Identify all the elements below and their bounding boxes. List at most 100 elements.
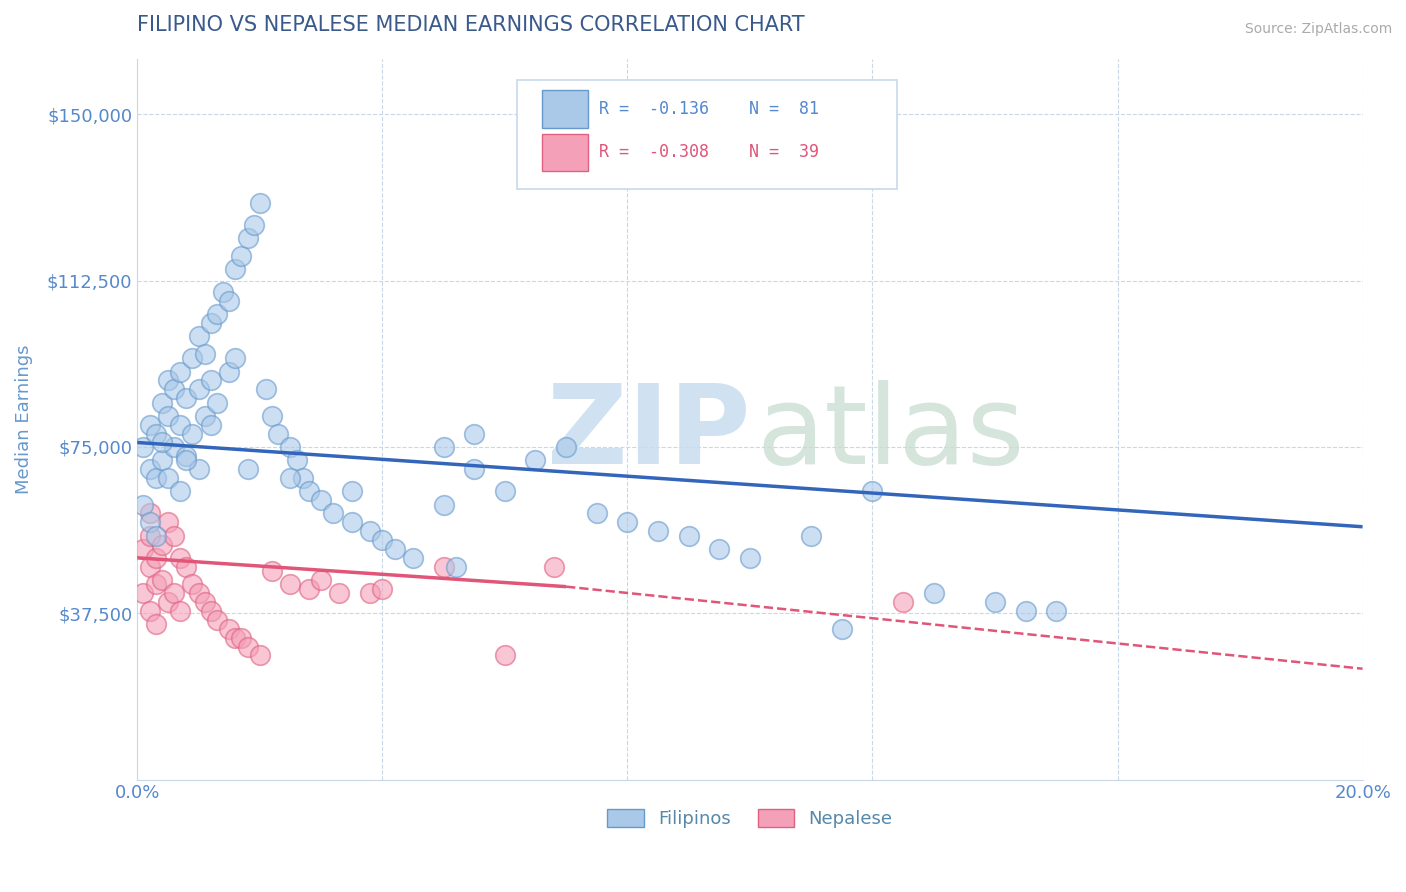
Point xyxy=(322,507,344,521)
Point xyxy=(163,586,186,600)
Point xyxy=(169,484,191,499)
Point xyxy=(181,351,204,366)
Point xyxy=(249,196,271,211)
Point xyxy=(922,586,945,600)
Point xyxy=(132,541,155,556)
Point xyxy=(371,533,394,547)
FancyBboxPatch shape xyxy=(517,80,897,188)
Point xyxy=(309,573,332,587)
Point xyxy=(194,595,217,609)
Point xyxy=(218,622,240,636)
Bar xyxy=(541,90,588,128)
Point xyxy=(138,559,160,574)
Point xyxy=(328,586,350,600)
Point xyxy=(174,391,197,405)
Point xyxy=(298,484,321,499)
Point xyxy=(236,462,259,476)
Point xyxy=(444,559,467,574)
Point xyxy=(616,516,638,530)
Point xyxy=(494,484,516,499)
Point xyxy=(181,426,204,441)
Point xyxy=(163,528,186,542)
Point xyxy=(242,218,264,232)
Point xyxy=(709,541,731,556)
Point xyxy=(340,484,363,499)
Point xyxy=(249,648,271,663)
Point xyxy=(145,471,167,485)
Point xyxy=(236,640,259,654)
Point xyxy=(224,631,246,645)
Point xyxy=(200,417,222,432)
Point xyxy=(194,409,217,423)
Point xyxy=(309,493,332,508)
Point xyxy=(555,440,578,454)
Point xyxy=(156,471,179,485)
Point xyxy=(150,395,173,409)
Text: Source: ZipAtlas.com: Source: ZipAtlas.com xyxy=(1244,22,1392,37)
Point xyxy=(138,417,160,432)
Point xyxy=(132,440,155,454)
Text: FILIPINO VS NEPALESE MEDIAN EARNINGS CORRELATION CHART: FILIPINO VS NEPALESE MEDIAN EARNINGS COR… xyxy=(138,15,804,35)
Point xyxy=(280,440,302,454)
Text: atlas: atlas xyxy=(756,380,1025,487)
Point xyxy=(260,564,283,578)
Point xyxy=(260,409,283,423)
Point xyxy=(194,347,217,361)
Point xyxy=(236,231,259,245)
Point xyxy=(359,524,381,539)
Point xyxy=(174,453,197,467)
Point xyxy=(187,462,209,476)
Point xyxy=(145,617,167,632)
Point xyxy=(200,373,222,387)
Point xyxy=(432,440,454,454)
Point xyxy=(384,541,406,556)
Point xyxy=(647,524,669,539)
Text: R =  -0.308    N =  39: R = -0.308 N = 39 xyxy=(599,144,820,161)
Point xyxy=(205,613,228,627)
Point xyxy=(800,528,823,542)
Point xyxy=(163,382,186,396)
Text: ZIP: ZIP xyxy=(547,380,749,487)
Point xyxy=(224,262,246,277)
Point xyxy=(267,426,290,441)
Point xyxy=(169,550,191,565)
Point xyxy=(138,528,160,542)
Point xyxy=(205,395,228,409)
Point xyxy=(891,595,914,609)
Point xyxy=(402,550,425,565)
Point xyxy=(224,351,246,366)
Point xyxy=(187,329,209,343)
Point xyxy=(145,577,167,591)
Point xyxy=(280,577,302,591)
Point xyxy=(169,417,191,432)
Point xyxy=(432,559,454,574)
Point xyxy=(181,577,204,591)
Point xyxy=(231,631,253,645)
Point xyxy=(984,595,1007,609)
Point xyxy=(205,307,228,321)
Point xyxy=(1045,604,1067,618)
Point xyxy=(138,604,160,618)
Point xyxy=(156,409,179,423)
Point xyxy=(132,586,155,600)
Point xyxy=(150,435,173,450)
Point xyxy=(145,528,167,542)
Point xyxy=(187,586,209,600)
Point xyxy=(169,364,191,378)
Point xyxy=(150,453,173,467)
Point xyxy=(132,498,155,512)
Point xyxy=(156,516,179,530)
Point xyxy=(156,595,179,609)
Point xyxy=(138,462,160,476)
Point xyxy=(678,528,700,542)
Point xyxy=(371,582,394,596)
Point xyxy=(543,559,565,574)
Point xyxy=(831,622,853,636)
Point xyxy=(150,573,173,587)
Legend: Filipinos, Nepalese: Filipinos, Nepalese xyxy=(600,802,900,836)
Point xyxy=(138,516,160,530)
Point xyxy=(463,462,485,476)
Point xyxy=(285,453,308,467)
Point xyxy=(432,498,454,512)
Point xyxy=(585,507,607,521)
